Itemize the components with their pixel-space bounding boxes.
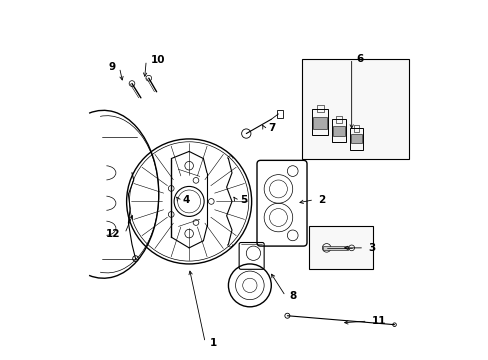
- Text: 10: 10: [150, 55, 165, 65]
- Bar: [349, 128, 363, 150]
- Bar: [317, 105, 323, 112]
- Text: 12: 12: [106, 229, 121, 239]
- Text: 8: 8: [289, 291, 297, 301]
- Bar: [353, 125, 359, 132]
- Text: 11: 11: [371, 316, 386, 326]
- Text: 3: 3: [367, 243, 375, 253]
- Text: 5: 5: [240, 195, 246, 204]
- Bar: [323, 246, 347, 249]
- Bar: [331, 119, 346, 143]
- Text: 2: 2: [318, 195, 325, 204]
- Bar: [336, 116, 341, 123]
- FancyBboxPatch shape: [301, 59, 408, 158]
- Text: 7: 7: [268, 123, 275, 133]
- Bar: [350, 134, 362, 143]
- Text: 4: 4: [183, 195, 190, 204]
- Bar: [276, 111, 283, 118]
- Text: 9: 9: [108, 63, 115, 72]
- Bar: [312, 109, 328, 135]
- FancyBboxPatch shape: [308, 226, 372, 269]
- Text: 6: 6: [355, 54, 363, 64]
- Bar: [332, 126, 345, 136]
- Text: 1: 1: [209, 338, 216, 347]
- Bar: [313, 117, 326, 129]
